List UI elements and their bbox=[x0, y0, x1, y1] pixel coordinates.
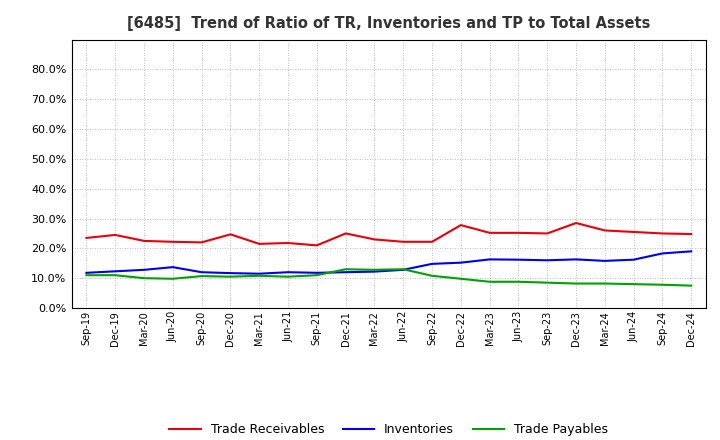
Trade Payables bbox=[370, 267, 379, 272]
Trade Payables bbox=[255, 273, 264, 279]
Inventories bbox=[687, 249, 696, 254]
Trade Payables bbox=[687, 283, 696, 288]
Trade Receivables bbox=[111, 232, 120, 238]
Trade Payables bbox=[111, 272, 120, 278]
Trade Payables bbox=[82, 272, 91, 278]
Inventories bbox=[572, 257, 580, 262]
Trade Receivables bbox=[485, 230, 494, 235]
Trade Receivables bbox=[543, 231, 552, 236]
Trade Payables bbox=[543, 280, 552, 285]
Trade Receivables bbox=[514, 230, 523, 235]
Trade Payables bbox=[485, 279, 494, 284]
Trade Receivables bbox=[687, 231, 696, 237]
Trade Receivables bbox=[82, 235, 91, 241]
Trade Receivables bbox=[456, 223, 465, 228]
Inventories bbox=[428, 261, 436, 267]
Line: Inventories: Inventories bbox=[86, 251, 691, 274]
Trade Payables bbox=[284, 274, 292, 279]
Trade Receivables bbox=[399, 239, 408, 245]
Trade Receivables bbox=[168, 239, 177, 245]
Trade Payables bbox=[658, 282, 667, 287]
Trade Payables bbox=[226, 274, 235, 279]
Inventories bbox=[629, 257, 638, 262]
Inventories bbox=[370, 269, 379, 274]
Inventories bbox=[82, 270, 91, 275]
Trade Receivables bbox=[255, 241, 264, 246]
Inventories bbox=[514, 257, 523, 262]
Trade Payables bbox=[572, 281, 580, 286]
Trade Receivables bbox=[312, 243, 321, 248]
Inventories bbox=[255, 271, 264, 276]
Trade Receivables bbox=[629, 229, 638, 235]
Trade Payables bbox=[629, 282, 638, 287]
Inventories bbox=[341, 270, 350, 275]
Trade Receivables bbox=[572, 220, 580, 226]
Inventories bbox=[658, 251, 667, 256]
Trade Receivables bbox=[370, 237, 379, 242]
Trade Payables bbox=[514, 279, 523, 284]
Inventories bbox=[140, 267, 148, 272]
Line: Trade Payables: Trade Payables bbox=[86, 269, 691, 286]
Inventories bbox=[600, 258, 609, 264]
Trade Receivables bbox=[140, 238, 148, 244]
Trade Receivables bbox=[600, 228, 609, 233]
Inventories bbox=[226, 271, 235, 276]
Inventories bbox=[284, 270, 292, 275]
Inventories bbox=[168, 264, 177, 270]
Trade Payables bbox=[168, 276, 177, 282]
Inventories bbox=[197, 270, 206, 275]
Trade Payables bbox=[399, 267, 408, 272]
Title: [6485]  Trend of Ratio of TR, Inventories and TP to Total Assets: [6485] Trend of Ratio of TR, Inventories… bbox=[127, 16, 650, 32]
Trade Payables bbox=[140, 275, 148, 281]
Inventories bbox=[312, 270, 321, 275]
Inventories bbox=[111, 269, 120, 274]
Trade Receivables bbox=[341, 231, 350, 236]
Trade Receivables bbox=[428, 239, 436, 245]
Trade Receivables bbox=[658, 231, 667, 236]
Inventories bbox=[485, 257, 494, 262]
Trade Payables bbox=[312, 272, 321, 278]
Trade Receivables bbox=[284, 240, 292, 246]
Trade Receivables bbox=[197, 240, 206, 245]
Line: Trade Receivables: Trade Receivables bbox=[86, 223, 691, 246]
Trade Payables bbox=[341, 267, 350, 272]
Legend: Trade Receivables, Inventories, Trade Payables: Trade Receivables, Inventories, Trade Pa… bbox=[164, 418, 613, 440]
Trade Payables bbox=[428, 273, 436, 279]
Trade Payables bbox=[456, 276, 465, 282]
Trade Receivables bbox=[226, 232, 235, 237]
Inventories bbox=[456, 260, 465, 265]
Trade Payables bbox=[600, 281, 609, 286]
Inventories bbox=[543, 258, 552, 263]
Trade Payables bbox=[197, 273, 206, 279]
Inventories bbox=[399, 267, 408, 272]
